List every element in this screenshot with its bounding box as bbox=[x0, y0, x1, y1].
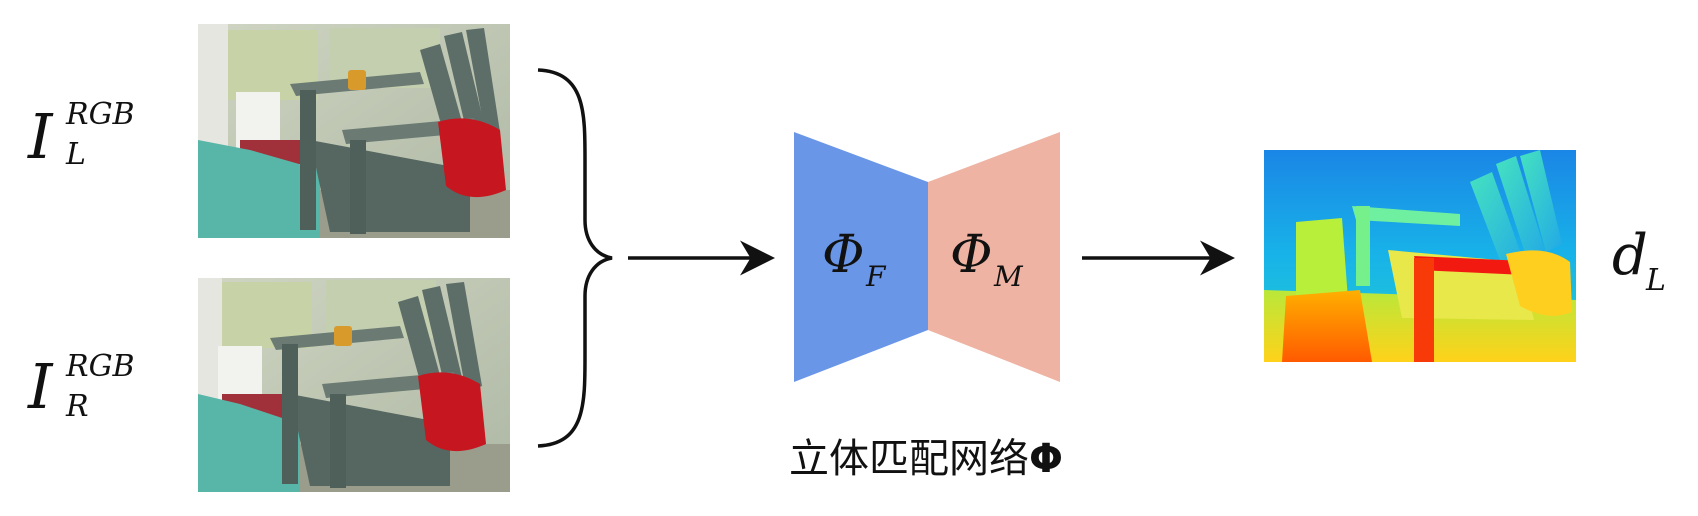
left-label-base: I bbox=[27, 100, 54, 173]
disparity-map-image bbox=[1264, 150, 1576, 362]
feature-label-base: Φ bbox=[822, 225, 865, 285]
matching-label-base: Φ bbox=[950, 225, 993, 285]
network-caption-symbol: Φ bbox=[1029, 436, 1063, 482]
feature-extraction-block bbox=[794, 132, 928, 382]
network-caption: 立体匹配网络Φ bbox=[789, 436, 1063, 482]
feature-label-subscript: F bbox=[865, 260, 887, 293]
left-image-label: I RGB L bbox=[27, 97, 135, 173]
right-rgb-image bbox=[198, 278, 510, 492]
network-caption-text: 立体匹配网络 bbox=[789, 436, 1029, 482]
merge-brace bbox=[537, 68, 613, 448]
matching-label-subscript: M bbox=[993, 260, 1024, 293]
right-image-label: I RGB R bbox=[27, 349, 135, 424]
disparity-label-subscript: L bbox=[1645, 263, 1666, 298]
left-rgb-image bbox=[198, 24, 510, 238]
right-label-superscript: RGB bbox=[65, 349, 135, 384]
left-label-subscript: L bbox=[65, 137, 86, 172]
disparity-label: d L bbox=[1612, 223, 1666, 298]
feature-extraction-label: Φ F bbox=[822, 225, 887, 293]
right-label-base: I bbox=[27, 350, 54, 423]
right-label-subscript: R bbox=[65, 389, 89, 424]
left-label-superscript: RGB bbox=[65, 97, 135, 132]
disparity-label-base: d bbox=[1612, 223, 1648, 288]
matching-block bbox=[928, 132, 1060, 382]
matching-label: Φ M bbox=[950, 225, 1024, 293]
stereo-matching-network: Φ F Φ M 立体匹配网络Φ bbox=[789, 132, 1063, 482]
